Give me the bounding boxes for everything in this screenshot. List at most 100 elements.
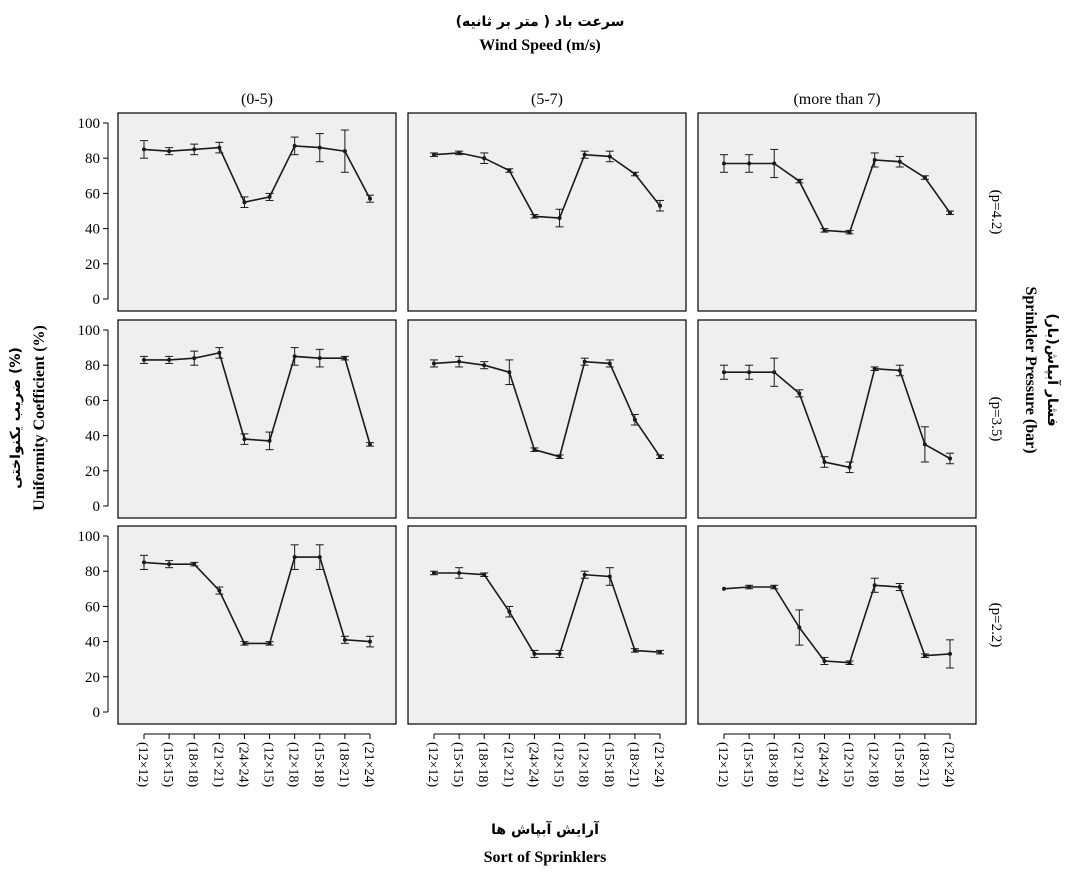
- panel-background: [117, 525, 397, 725]
- panels-layer: (0-5) (5-7) (more than 7) (p=4.2) (p=3.5) (p=…: [78, 91, 1005, 788]
- data-point: [267, 438, 272, 443]
- x-tick-label: (18×21): [916, 742, 931, 788]
- data-point: [797, 391, 802, 396]
- data-point: [457, 570, 462, 575]
- data-point: [872, 583, 877, 588]
- data-point: [747, 370, 752, 375]
- data-point: [532, 214, 537, 219]
- series-line: [724, 367, 951, 469]
- data-point: [872, 157, 877, 162]
- data-point: [242, 641, 247, 646]
- data-point: [797, 625, 802, 630]
- panel-background: [117, 112, 397, 312]
- data-point: [368, 639, 372, 644]
- data-point: [948, 456, 952, 461]
- y-tick-label: 40: [85, 222, 100, 238]
- data-point: [317, 356, 322, 361]
- x-tick-label: (21×21): [500, 742, 515, 788]
- data-point: [432, 570, 436, 575]
- data-point: [897, 585, 902, 590]
- y-tick-label: 60: [85, 393, 100, 409]
- y-tick-label: 80: [85, 358, 100, 374]
- title-farsi: سرعت باد ( متر بر ثانیه): [456, 14, 625, 30]
- column-header: (0-5): [241, 91, 273, 108]
- x-tick-label: (12×12): [425, 742, 440, 788]
- data-point: [722, 161, 726, 166]
- data-point: [747, 585, 752, 590]
- y-tick-label: 20: [85, 670, 100, 686]
- x-tick-label: (15×18): [601, 742, 616, 788]
- data-point: [532, 447, 537, 452]
- data-point: [242, 200, 247, 205]
- data-point: [267, 641, 272, 646]
- x-axis-label: Sort of Sprinklers: [484, 849, 607, 866]
- data-point: [142, 357, 146, 362]
- data-point: [772, 161, 777, 166]
- y-tick-label: 60: [85, 599, 100, 615]
- data-point: [897, 368, 902, 373]
- y-tick-label: 20: [85, 257, 100, 273]
- data-point: [192, 562, 197, 567]
- data-point: [217, 588, 222, 593]
- x-tick-label: (18×18): [765, 742, 780, 788]
- data-point: [557, 454, 562, 459]
- data-point: [432, 152, 436, 157]
- x-tick-label: (12×15): [261, 742, 276, 788]
- x-axis-label-farsi: آرایش آبپاش ها: [491, 820, 600, 838]
- x-tick-label: (21×24): [361, 742, 376, 788]
- data-point: [482, 572, 487, 577]
- data-point: [368, 196, 372, 201]
- data-point: [192, 356, 197, 361]
- series-line: [434, 572, 661, 655]
- x-tick-label: (18×18): [475, 742, 490, 788]
- x-tick-label: (18×21): [626, 742, 641, 788]
- data-point: [922, 175, 927, 180]
- data-point: [607, 154, 612, 159]
- x-tick-label: (15×15): [450, 742, 465, 788]
- y-tick-label: 100: [78, 116, 101, 132]
- data-point: [872, 366, 877, 371]
- panel-background: [697, 319, 977, 519]
- data-point: [342, 637, 347, 642]
- data-point: [142, 147, 146, 152]
- x-tick-label: (15×15): [740, 742, 755, 788]
- series-line: [143, 556, 371, 645]
- data-point: [167, 357, 172, 362]
- x-tick-label: (21×24): [941, 742, 956, 788]
- x-tick-label: (24×24): [525, 742, 540, 788]
- data-point: [582, 152, 587, 157]
- y-axis-label: Uniformity Coefficient (%): [31, 325, 48, 511]
- data-point: [292, 354, 297, 359]
- data-point: [457, 150, 462, 155]
- y-tick-label: 40: [85, 429, 100, 445]
- column-header: (5-7): [531, 91, 563, 108]
- y-axis-label-farsi: ضریب یکنواختی (%): [8, 347, 24, 489]
- data-point: [167, 562, 172, 567]
- data-point: [948, 210, 952, 215]
- series-line: [143, 145, 371, 204]
- x-tick-label: (24×24): [235, 742, 250, 788]
- data-point: [847, 660, 852, 665]
- data-point: [607, 361, 612, 366]
- x-tick-label: (12×18): [866, 742, 881, 788]
- x-tick-label: (21×21): [790, 742, 805, 788]
- panel-background: [407, 319, 687, 519]
- data-point: [582, 572, 587, 577]
- data-point: [507, 370, 512, 375]
- data-point: [747, 161, 752, 166]
- x-tick-label: (12×18): [576, 742, 591, 788]
- x-tick-label: (12×15): [551, 742, 566, 788]
- series-line: [723, 584, 951, 664]
- data-point: [607, 574, 612, 579]
- data-point: [772, 370, 777, 375]
- x-tick-label: (15×18): [311, 742, 326, 788]
- data-point: [142, 560, 146, 565]
- data-point: [658, 454, 662, 459]
- x-tick-label: (24×24): [815, 742, 830, 788]
- data-point: [658, 650, 662, 655]
- data-point: [342, 149, 347, 154]
- data-point: [822, 460, 827, 464]
- panel-background: [407, 112, 687, 312]
- series-line: [724, 159, 951, 233]
